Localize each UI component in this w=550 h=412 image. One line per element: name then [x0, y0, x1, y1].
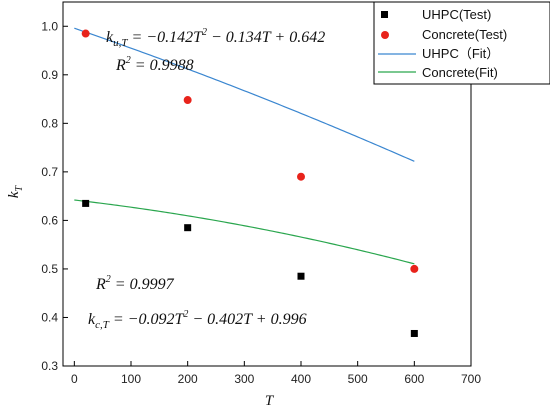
x-tick-label: 0 — [71, 372, 78, 386]
concrete-equation: ku,T = −0.142T2 − 0.134T + 0.642 — [106, 27, 325, 49]
data-points — [81, 29, 419, 337]
x-tick-label: 700 — [461, 372, 481, 386]
y-tick-label: 0.5 — [41, 262, 58, 276]
concrete-test-point — [183, 96, 192, 105]
x-tick-label: 400 — [291, 372, 311, 386]
x-tick-label: 500 — [348, 372, 368, 386]
legend-concrete-test-marker — [381, 31, 389, 39]
y-tick-label: 0.8 — [41, 116, 58, 130]
x-tick-label: 300 — [234, 372, 254, 386]
uhpc-test-point — [82, 199, 90, 207]
legend-uhpc-test-marker — [381, 11, 388, 18]
legend-uhpc-fit-label: UHPC（Fit） — [422, 46, 499, 61]
plot-area — [62, 1, 472, 367]
uhpc-test-point — [297, 272, 305, 280]
legend-uhpc-test-label: UHPC(Test) — [422, 7, 491, 22]
y-tick-label: 0.7 — [41, 165, 58, 179]
concrete-test-point — [297, 172, 305, 181]
x-axis-title: T — [265, 393, 275, 409]
y-axis-title: kT — [6, 184, 25, 198]
y-tick-label: 1.0 — [41, 19, 58, 33]
uhpc-r2: R2 = 0.9997 — [95, 274, 175, 293]
fit-curves — [74, 27, 415, 265]
concrete-test-point — [81, 29, 90, 38]
x-tick-label: 600 — [404, 372, 424, 386]
y-tick-label: 0.4 — [41, 310, 58, 324]
y-tick-label: 0.6 — [41, 213, 58, 227]
legend-concrete-test-label: Concrete(Test) — [422, 27, 507, 42]
y-axis-title-sub: T — [14, 184, 25, 191]
y-tick-label: 0.9 — [41, 68, 58, 82]
axis-ticks: 0 100 200 300 400 500 600 700 0.3 0.4 0.5 0.6 0.7 0.8… — [41, 19, 481, 386]
uhpc-equation: kc,T = −0.092T2 − 0.402T + 0.996 — [88, 309, 307, 331]
legend: UHPC(Test) Concrete(Test) UHPC（Fit） Conc… — [373, 1, 550, 85]
legend-concrete-fit-label: Concrete(Fit) — [422, 65, 498, 80]
x-tick-label: 200 — [178, 372, 198, 386]
concrete-r2: R2 = 0.9988 — [115, 55, 194, 74]
concrete-test-point — [410, 264, 419, 273]
fit-curve — [74, 27, 415, 162]
legend-box — [373, 1, 550, 85]
y-tick-label: 0.3 — [41, 359, 58, 373]
uhpc-test-point — [184, 224, 192, 232]
x-tick-label: 100 — [121, 372, 141, 386]
uhpc-test-point — [410, 329, 418, 337]
fit-curve — [74, 199, 415, 265]
